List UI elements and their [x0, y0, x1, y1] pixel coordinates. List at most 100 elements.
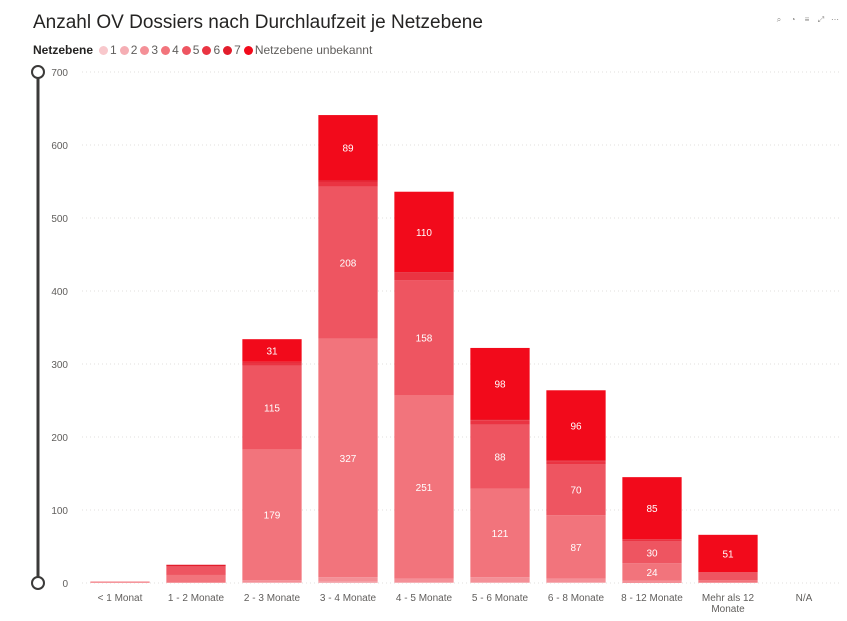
bar-segment[interactable] — [166, 582, 226, 583]
x-tick-label: Mehr als 12 — [702, 593, 755, 604]
bar-segment[interactable] — [470, 420, 530, 425]
bar-segment[interactable] — [470, 419, 530, 421]
bar-segment[interactable] — [546, 515, 606, 579]
bar-segment[interactable] — [166, 574, 226, 583]
bar-segment[interactable] — [394, 395, 454, 579]
x-tick-label: 3 - 4 Monate — [320, 593, 377, 604]
legend-item-1[interactable]: 1 — [99, 43, 117, 57]
bar-segment[interactable] — [622, 563, 682, 581]
data-label: 24 — [646, 568, 658, 579]
data-label: 70 — [570, 486, 582, 497]
bar-segment[interactable] — [698, 534, 758, 573]
bar-segment[interactable] — [242, 365, 302, 450]
legend-item-7[interactable]: 7 — [223, 43, 241, 57]
bar-segment[interactable] — [90, 582, 150, 583]
legend-items: 1 2 3 4 5 6 7 Netzebene unbekannt — [99, 43, 375, 57]
legend-dot — [119, 45, 129, 55]
data-label: 30 — [646, 548, 658, 559]
y-tick-label: 300 — [51, 360, 68, 371]
bar-segment[interactable] — [166, 564, 226, 567]
legend-label: 5 — [192, 43, 200, 57]
bar-segment[interactable] — [394, 578, 454, 583]
legend: Netzebene 1 2 3 4 5 6 7 Netzebene unbekannt — [33, 43, 375, 57]
x-tick-label: 5 - 6 Monate — [472, 593, 529, 604]
bar-segment[interactable] — [318, 577, 378, 582]
legend-item-3[interactable]: 3 — [140, 43, 158, 57]
data-label: 31 — [266, 346, 278, 357]
bar-segment[interactable] — [318, 181, 378, 187]
bar-segment[interactable] — [622, 477, 682, 540]
data-label: 98 — [494, 380, 506, 391]
bar-segment[interactable] — [90, 581, 150, 583]
legend-dot — [161, 45, 171, 55]
bar-segment[interactable] — [166, 566, 226, 575]
bar-segment[interactable] — [318, 115, 378, 181]
legend-dot — [99, 45, 109, 55]
visual-header-toolbar: ⌕ ◔ ≡ ⤢ ⋯ — [775, 16, 839, 24]
bar-segment[interactable] — [470, 582, 530, 583]
bar-segment[interactable] — [546, 460, 606, 462]
legend-item-8[interactable]: Netzebene unbekannt — [243, 43, 372, 57]
bar-segment[interactable] — [698, 582, 758, 583]
bar-segment[interactable] — [622, 539, 682, 540]
bar-segment[interactable] — [546, 390, 606, 461]
y-tick-label: 700 — [51, 68, 68, 79]
bar-segment[interactable] — [546, 461, 606, 465]
zoom-slider-handle-bottom[interactable] — [31, 576, 45, 590]
bar-segment[interactable] — [698, 572, 758, 581]
bar-segment[interactable] — [470, 424, 530, 489]
bar-segment[interactable] — [242, 449, 302, 581]
legend-dot — [202, 45, 212, 55]
legend-dot — [243, 45, 253, 55]
pin-icon[interactable]: ⌕ — [776, 15, 782, 24]
bar-segment[interactable] — [394, 582, 454, 583]
data-label: 179 — [264, 511, 281, 522]
legend-item-6[interactable]: 6 — [202, 43, 220, 57]
focus-mode-icon[interactable]: ⤢ — [817, 15, 825, 24]
bar-segment[interactable] — [394, 191, 454, 273]
legend-item-4[interactable]: 4 — [161, 43, 179, 57]
data-label: 89 — [342, 144, 354, 155]
zoom-slider-handle-top[interactable] — [31, 65, 45, 79]
bar-segment[interactable] — [546, 464, 606, 516]
bar-segment[interactable] — [242, 582, 302, 583]
bar-segment[interactable] — [394, 272, 454, 281]
filter-icon[interactable]: ≡ — [804, 15, 810, 24]
bar-segment[interactable] — [546, 582, 606, 583]
legend-label: 1 — [110, 43, 117, 57]
bar-segment[interactable] — [242, 361, 302, 363]
bar-segment[interactable] — [470, 488, 530, 578]
bar-segment[interactable] — [698, 580, 758, 583]
bar-segment[interactable] — [546, 578, 606, 583]
bar-segment[interactable] — [318, 186, 378, 339]
bar-segment[interactable] — [242, 580, 302, 583]
more-options-icon[interactable]: ⋯ — [831, 15, 839, 24]
bar-segment[interactable] — [470, 577, 530, 583]
bar-segment[interactable] — [622, 541, 682, 564]
bar-segment[interactable] — [394, 272, 454, 273]
bar-segment[interactable] — [470, 347, 530, 420]
bar-segment[interactable] — [698, 572, 758, 573]
data-label: 115 — [264, 403, 280, 414]
legend-dot — [223, 45, 233, 55]
data-label: 51 — [722, 549, 734, 560]
bar-segment[interactable] — [242, 339, 302, 362]
bar-segment[interactable] — [622, 539, 682, 542]
legend-item-5[interactable]: 5 — [181, 43, 200, 57]
y-tick-label: 600 — [51, 141, 68, 152]
y-tick-label: 400 — [51, 287, 68, 298]
legend-item-2[interactable]: 2 — [119, 43, 137, 57]
x-tick-label: Monate — [711, 604, 745, 615]
legend-label: 3 — [151, 43, 159, 57]
x-tick-label: 8 - 12 Monate — [621, 593, 683, 604]
bar-segment[interactable] — [318, 581, 378, 583]
bar-segment[interactable] — [242, 362, 302, 366]
bell-icon[interactable]: ◔ — [790, 15, 796, 24]
bar-segment[interactable] — [394, 280, 454, 396]
bar-segment[interactable] — [166, 566, 226, 567]
bar-segment[interactable] — [318, 180, 378, 182]
bar-segment[interactable] — [318, 338, 378, 578]
data-label: 85 — [646, 504, 658, 515]
bar-segment[interactable] — [622, 580, 682, 583]
